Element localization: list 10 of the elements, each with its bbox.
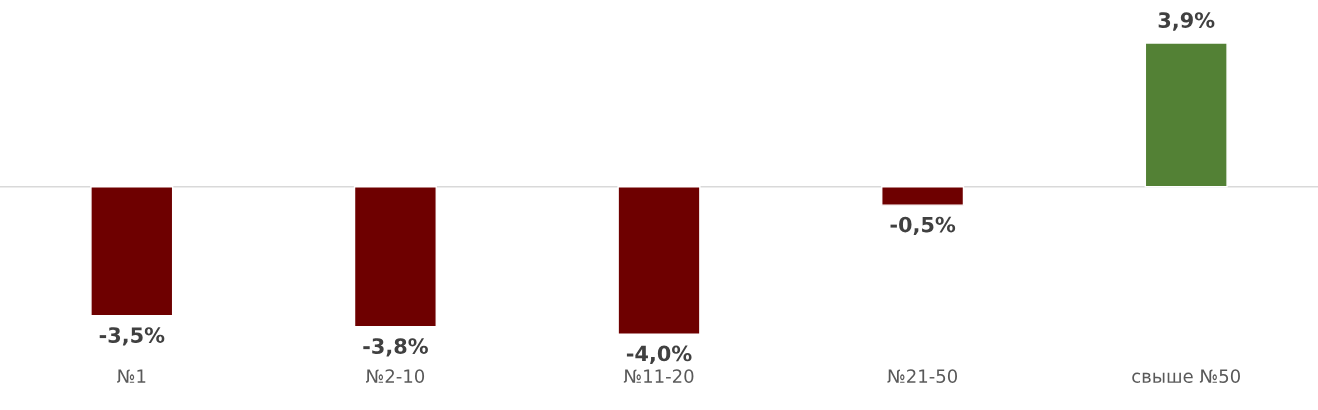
data-label: -0,5% xyxy=(890,216,956,236)
x-tick-label: №2-10 xyxy=(366,369,425,383)
x-tick-label: №21-50 xyxy=(887,369,958,383)
data-label: 3,9% xyxy=(1158,12,1215,31)
data-label: -3,8% xyxy=(363,338,428,357)
x-tick-label: №11-20 xyxy=(623,369,694,383)
data-label: -3,5% xyxy=(99,327,165,346)
data-label: -4,0% xyxy=(626,345,692,364)
x-tick-label: №1 xyxy=(117,369,146,383)
x-tick-label: свыше №50 xyxy=(1132,369,1240,383)
